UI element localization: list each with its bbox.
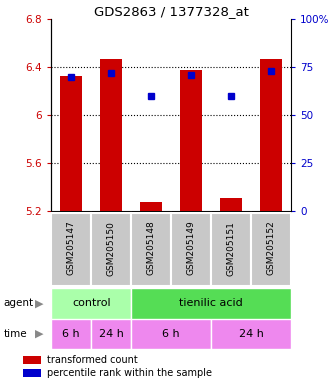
Text: transformed count: transformed count (47, 355, 138, 365)
FancyBboxPatch shape (51, 319, 91, 349)
FancyBboxPatch shape (51, 288, 131, 319)
FancyBboxPatch shape (91, 319, 131, 349)
Bar (220, 198, 242, 211)
Text: ▶: ▶ (35, 329, 43, 339)
Text: tienilic acid: tienilic acid (179, 298, 243, 308)
Title: GDS2863 / 1377328_at: GDS2863 / 1377328_at (94, 5, 249, 18)
FancyBboxPatch shape (211, 319, 291, 349)
Bar (23, 356, 41, 364)
Text: 6 h: 6 h (63, 329, 80, 339)
Text: 6 h: 6 h (163, 329, 180, 339)
Text: GSM205151: GSM205151 (227, 221, 236, 275)
Text: GSM205149: GSM205149 (187, 221, 196, 275)
Text: time: time (3, 329, 27, 339)
Text: GSM205150: GSM205150 (107, 221, 116, 275)
Text: GSM205152: GSM205152 (267, 221, 276, 275)
FancyBboxPatch shape (131, 319, 211, 349)
Text: ▶: ▶ (35, 298, 43, 308)
FancyBboxPatch shape (211, 213, 251, 286)
Text: GSM205148: GSM205148 (147, 221, 156, 275)
FancyBboxPatch shape (251, 213, 291, 286)
Bar (23, 369, 41, 377)
Text: 24 h: 24 h (99, 329, 124, 339)
Bar (60, 76, 82, 211)
Bar (180, 70, 202, 211)
Text: control: control (72, 298, 111, 308)
Bar (100, 59, 122, 211)
FancyBboxPatch shape (131, 288, 291, 319)
FancyBboxPatch shape (91, 213, 131, 286)
Text: 24 h: 24 h (239, 329, 264, 339)
Text: percentile rank within the sample: percentile rank within the sample (47, 368, 212, 379)
Text: GSM205147: GSM205147 (67, 221, 76, 275)
FancyBboxPatch shape (51, 213, 91, 286)
Bar (140, 202, 162, 211)
FancyBboxPatch shape (171, 213, 211, 286)
Bar (260, 59, 282, 211)
FancyBboxPatch shape (131, 213, 171, 286)
Text: agent: agent (3, 298, 33, 308)
